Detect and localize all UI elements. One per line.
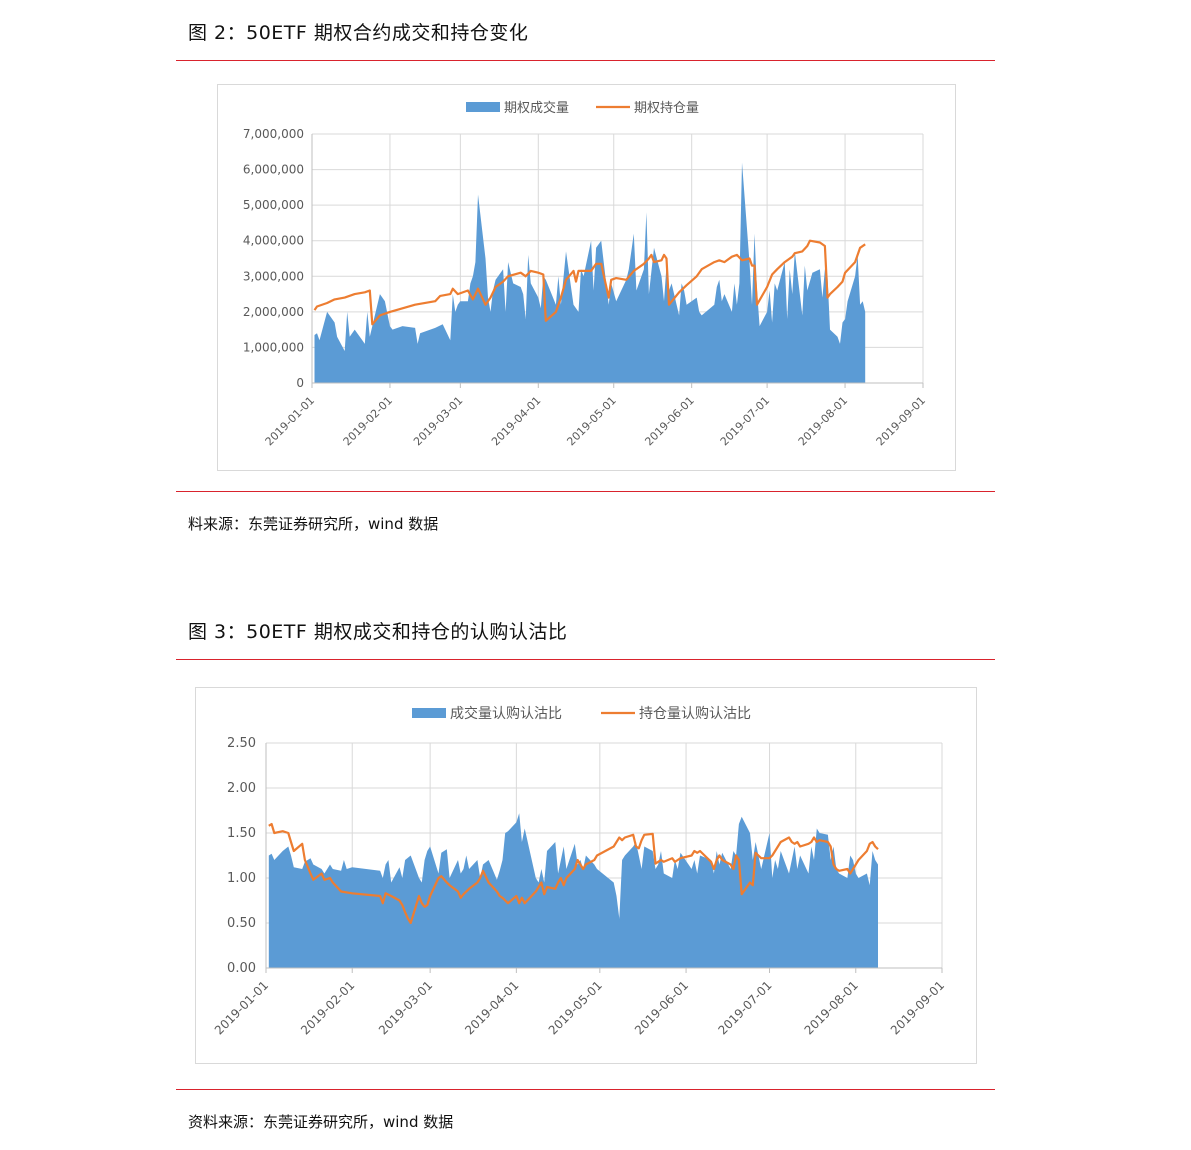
legend-label: 期权成交量: [504, 100, 569, 116]
legend-label: 成交量认购认沽比: [450, 705, 562, 722]
x-tick-label: 2019-03-01: [376, 978, 435, 1037]
x-tick-label: 2019-08-01: [796, 394, 850, 448]
y-tick-label: 0.50: [227, 916, 256, 931]
figure2-bottom-rule: [176, 491, 995, 492]
x-tick-label: 2019-06-01: [642, 394, 696, 448]
line-series-1: [268, 822, 879, 925]
figure3-bottom-rule: [176, 1089, 995, 1090]
x-tick-label: 2019-05-01: [546, 978, 605, 1037]
y-tick-label: 0: [296, 376, 304, 390]
y-tick-label: 4,000,000: [243, 234, 304, 248]
x-tick-label: 2019-05-01: [564, 394, 618, 448]
area-series-0: [314, 162, 866, 383]
y-tick-label: 5,000,000: [243, 198, 304, 212]
legend-swatch-area: [466, 102, 500, 112]
y-tick-label: 2,000,000: [243, 305, 304, 319]
x-tick-label: 2019-03-01: [411, 394, 465, 448]
x-tick-label: 2019-08-01: [802, 978, 861, 1037]
figure2-chart-frame: 0 1,000,000 2,000,000 3,000,000 4,000,000 5,0…: [217, 84, 956, 471]
figure3-source: 资料来源：东莞证券研究所，wind 数据: [188, 1113, 454, 1131]
x-tick-label: 2019-04-01: [489, 394, 543, 448]
figure2-open-interest-line-layer: [313, 239, 866, 326]
legend-label: 持仓量认购认沽比: [639, 706, 751, 722]
figure3-legend: 成交量认购认沽比 持仓量认购认沽比: [412, 705, 751, 722]
y-tick-label: 3,000,000: [243, 269, 304, 283]
x-tick-label: 2019-09-01: [888, 978, 947, 1037]
y-tick-label: 1.50: [227, 826, 256, 841]
figure3-open-interest-ratio-line-layer: [268, 822, 879, 925]
figure3-chart-frame: 0.00 0.50 1.00 1.50 2.00 2.50 2019-01-01 2019-0…: [195, 687, 977, 1064]
x-tick-label: 2019-01-01: [263, 394, 317, 448]
figure3-chart: 0.00 0.50 1.00 1.50 2.00 2.50 2019-01-01 2019-0…: [212, 705, 947, 1037]
legend-swatch-area: [412, 708, 446, 718]
figure2-legend: 期权成交量 期权持仓量: [466, 100, 699, 116]
legend-label: 期权持仓量: [634, 100, 699, 116]
x-tick-label: 2019-09-01: [874, 394, 928, 448]
figure3-top-rule: [176, 659, 995, 660]
figure2-source: 料来源：东莞证券研究所，wind 数据: [188, 515, 439, 533]
figure3-volume-ratio-area-layer: [268, 813, 878, 968]
x-tick-label: 2019-01-01: [212, 978, 271, 1037]
y-tick-label: 0.00: [227, 961, 256, 976]
figure2-chart: 0 1,000,000 2,000,000 3,000,000 4,000,000 5,0…: [243, 100, 928, 448]
y-tick-label: 7,000,000: [243, 127, 304, 141]
figure2-top-rule: [176, 60, 995, 61]
x-tick-label: 2019-02-01: [341, 394, 395, 448]
y-tick-label: 6,000,000: [243, 163, 304, 177]
area-series-0: [268, 813, 878, 968]
y-tick-label: 1,000,000: [243, 340, 304, 354]
x-tick-label: 2019-07-01: [718, 394, 772, 448]
x-tick-label: 2019-06-01: [632, 978, 691, 1037]
x-tick-label: 2019-07-01: [715, 978, 774, 1037]
y-tick-label: 2.50: [227, 736, 256, 751]
figure2-volume-area-layer: [314, 162, 866, 383]
y-tick-label: 1.00: [227, 871, 256, 886]
x-tick-label: 2019-02-01: [298, 978, 357, 1037]
figure3-title: 图 3：50ETF 期权成交和持仓的认购认沽比: [188, 621, 568, 643]
y-tick-label: 2.00: [227, 781, 256, 796]
line-series-1: [313, 239, 866, 326]
x-tick-label: 2019-04-01: [462, 978, 521, 1037]
figure2-title: 图 2：50ETF 期权合约成交和持仓变化: [188, 22, 529, 44]
